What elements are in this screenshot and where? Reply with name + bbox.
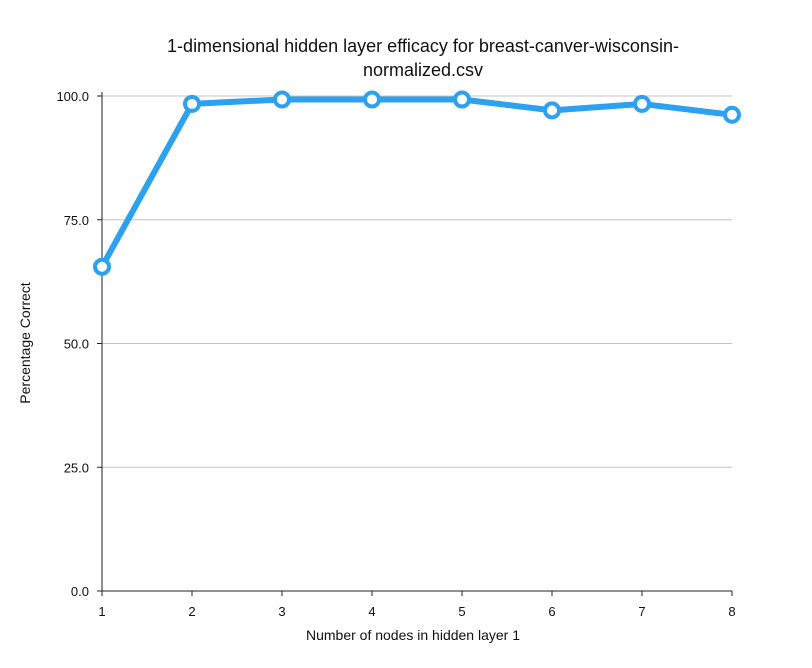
y-tick-label: 75.0 bbox=[64, 213, 89, 228]
y-tick-label: 25.0 bbox=[64, 460, 89, 475]
y-tick-labels: 0.0 25.0 50.0 75.0 100.0 bbox=[56, 89, 89, 599]
series-group bbox=[93, 90, 741, 276]
axes bbox=[97, 92, 733, 596]
gridlines bbox=[102, 95, 732, 468]
x-tick-label: 5 bbox=[458, 604, 465, 619]
data-point bbox=[183, 94, 201, 113]
x-tick-label: 4 bbox=[368, 604, 375, 619]
y-tick-label: 100.0 bbox=[56, 89, 89, 104]
series-line bbox=[99, 96, 735, 270]
x-tick-label: 1 bbox=[98, 604, 105, 619]
x-tick-label: 7 bbox=[638, 604, 645, 619]
x-tick-label: 6 bbox=[548, 604, 555, 619]
x-tick-label: 8 bbox=[728, 604, 735, 619]
x-tick-label: 3 bbox=[278, 604, 285, 619]
chart-title-line-1: 1-dimensional hidden layer efficacy for … bbox=[167, 36, 679, 56]
y-axis-label: Percentage Correct bbox=[17, 282, 33, 404]
x-axis-label: Number of nodes in hidden layer 1 bbox=[306, 627, 520, 643]
x-tick-labels: 1 2 3 4 5 6 7 8 bbox=[98, 604, 735, 619]
data-point bbox=[93, 257, 111, 276]
data-point bbox=[273, 90, 291, 109]
data-point bbox=[633, 94, 651, 113]
data-point bbox=[543, 101, 561, 120]
data-point bbox=[723, 105, 741, 124]
chart-title-line-2: normalized.csv bbox=[363, 60, 483, 80]
x-tick-label: 2 bbox=[188, 604, 195, 619]
y-tick-label: 50.0 bbox=[64, 337, 89, 352]
y-tick-label: 0.0 bbox=[71, 584, 89, 599]
data-point bbox=[363, 90, 381, 109]
data-point bbox=[453, 90, 471, 109]
